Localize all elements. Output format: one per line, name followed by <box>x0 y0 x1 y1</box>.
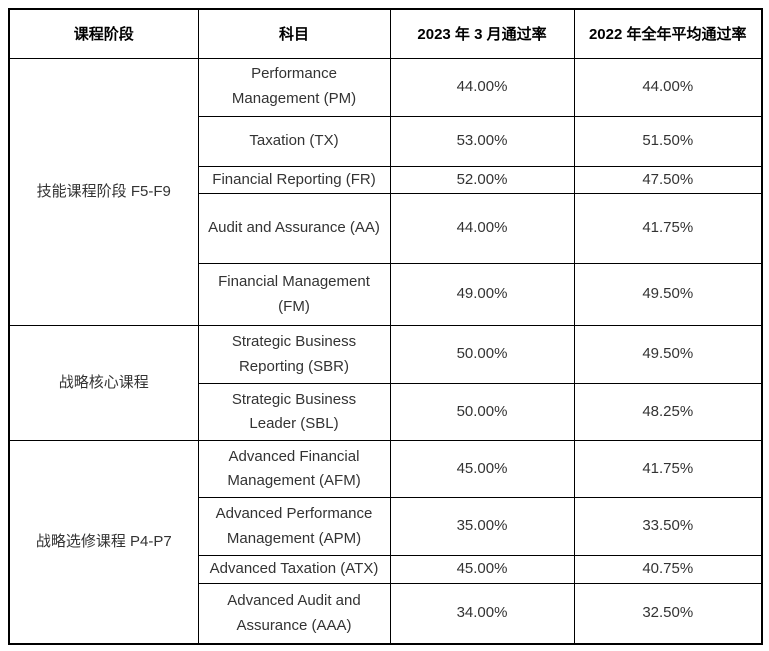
rate-2023-mar-cell: 53.00% <box>389 115 575 167</box>
subject-cell: Advanced Taxation (ATX) <box>197 555 391 585</box>
rate-2023-mar-cell: 45.00% <box>389 555 575 585</box>
column-header-0: 课程阶段 <box>8 8 199 59</box>
rate-2023-mar-cell: 50.00% <box>389 325 575 385</box>
subject-cell: Financial Management (FM) <box>197 263 391 327</box>
subject-cell: Strategic Business Reporting (SBR) <box>197 325 391 385</box>
table-body: 技能课程阶段 F5-F9 Performance Management (PM) 4… <box>8 57 763 645</box>
stage-cell: 战略选修课程 P4-P7 <box>8 440 199 645</box>
table-header: 课程阶段 科目 2023 年 3 月通过率 2022 年全年平均通过率 <box>8 8 763 59</box>
table-row: Financial Reporting (FR) 52.00% 47.50% <box>9 165 763 195</box>
rate-2022-avg-cell: 47.50% <box>573 165 763 195</box>
header-row: 课程阶段 科目 2023 年 3 月通过率 2022 年全年平均通过率 <box>8 8 763 59</box>
subject-cell: Advanced Audit and Assurance (AAA) <box>197 583 391 645</box>
table-row: 技能课程阶段 F5-F9 Performance Management (PM) 4… <box>8 57 763 327</box>
rate-2023-mar-cell: 49.00% <box>389 263 575 327</box>
rate-2022-avg-cell: 40.75% <box>573 555 763 585</box>
rate-2022-avg-cell: 32.50% <box>573 583 763 645</box>
table-row: Advanced Performance Management (APM) 35.… <box>9 497 763 557</box>
subject-cell: Financial Reporting (FR) <box>197 165 391 195</box>
stage-cell: 战略核心课程 <box>8 325 199 442</box>
rate-2022-avg-cell: 41.75% <box>573 193 763 265</box>
subject-cell: Taxation (TX) <box>197 115 391 167</box>
table-row: Financial Management (FM) 49.00% 49.50% <box>9 263 763 327</box>
table-row: Audit and Assurance (AA) 44.00% 41.75% <box>9 193 763 265</box>
rate-2023-mar-cell: 50.00% <box>389 383 575 442</box>
subject-cell: Performance Management (PM) <box>197 57 391 117</box>
table-row: Advanced Taxation (ATX) 45.00% 40.75% <box>9 555 763 585</box>
table-row: 战略选修课程 P4-P7 Advanced Financial Managemen… <box>8 440 763 645</box>
column-header-2: 2023 年 3 月通过率 <box>389 8 575 59</box>
rate-2023-mar-cell: 35.00% <box>389 497 575 557</box>
rate-2022-avg-cell: 44.00% <box>573 57 763 117</box>
rate-2022-avg-cell: 33.50% <box>573 497 763 557</box>
column-header-3: 2022 年全年平均通过率 <box>573 8 763 59</box>
stage-cell: 技能课程阶段 F5-F9 <box>8 57 199 327</box>
rate-2023-mar-cell: 44.00% <box>389 57 575 117</box>
subject-cell: Advanced Performance Management (APM) <box>197 497 391 557</box>
table-row: Advanced Audit and Assurance (AAA) 34.00%… <box>9 583 763 645</box>
rate-2022-avg-cell: 49.50% <box>573 325 763 385</box>
rate-2022-avg-cell: 48.25% <box>573 383 763 442</box>
table-row: Taxation (TX) 53.00% 51.50% <box>9 115 763 167</box>
column-header-1: 科目 <box>197 8 391 59</box>
rate-2023-mar-cell: 52.00% <box>389 165 575 195</box>
subject-cell: Audit and Assurance (AA) <box>197 193 391 265</box>
subject-cell: Advanced Financial Management (AFM) <box>197 440 391 499</box>
rate-2023-mar-cell: 44.00% <box>389 193 575 265</box>
rate-2022-avg-cell: 49.50% <box>573 263 763 327</box>
subject-cell: Strategic Business Leader (SBL) <box>197 383 391 442</box>
table-row: 战略核心课程 Strategic Business Reporting (SBR)… <box>8 325 763 442</box>
pass-rate-table: 课程阶段 科目 2023 年 3 月通过率 2022 年全年平均通过率 技能课程阶段 … <box>8 8 763 645</box>
rate-2022-avg-cell: 41.75% <box>573 440 763 499</box>
rate-2022-avg-cell: 51.50% <box>573 115 763 167</box>
rate-2023-mar-cell: 45.00% <box>389 440 575 499</box>
rate-2023-mar-cell: 34.00% <box>389 583 575 645</box>
